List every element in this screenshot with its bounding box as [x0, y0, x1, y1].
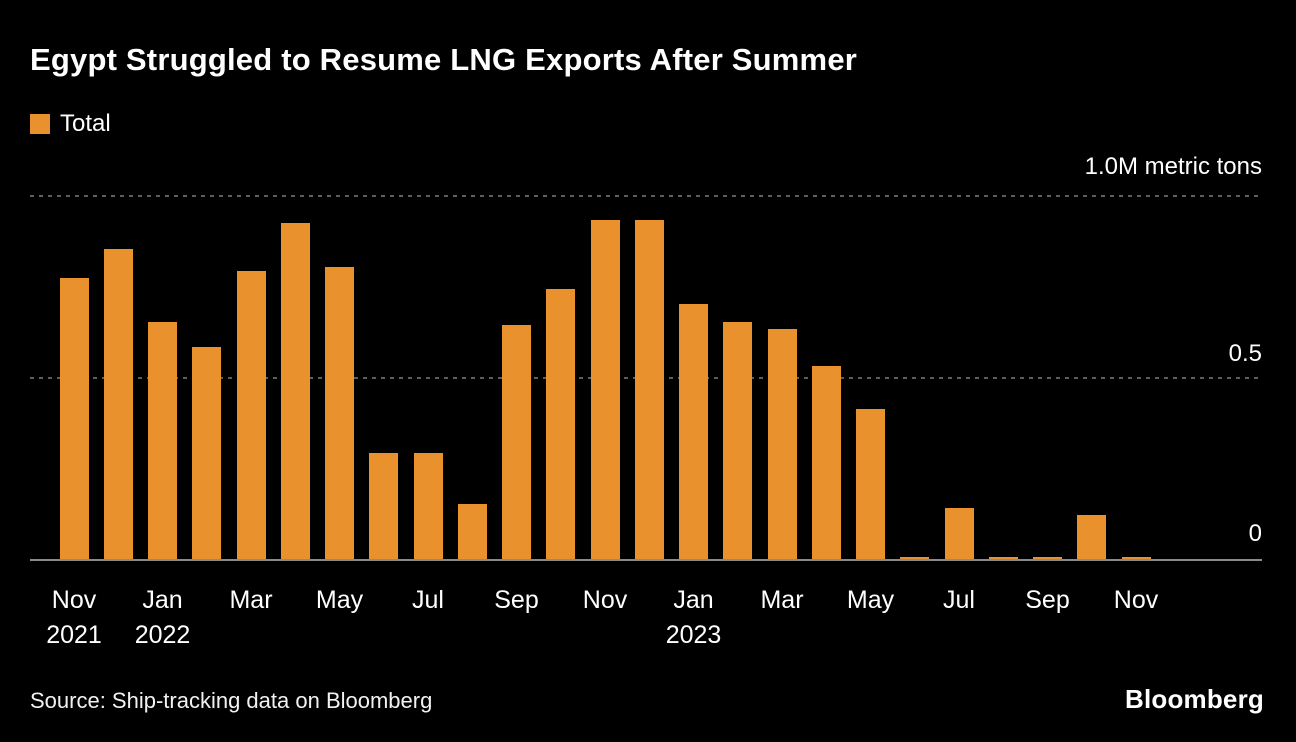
bar-mar-2022: [236, 271, 266, 559]
bar-jun-2023: [900, 557, 930, 559]
y-tick-0: 0: [1248, 520, 1262, 547]
x-axis: Nov 2021 Jan 2022 Mar May Jul Sep Nov Jan 2023 Mar M…: [30, 583, 1262, 663]
bar-nov-2023: [1121, 557, 1151, 559]
bar-jan-2022: [148, 322, 177, 559]
bar-sep-2022: [502, 325, 531, 559]
bar-aug-2023: [988, 557, 1018, 559]
bar-aug-2022: [457, 504, 487, 559]
bloomberg-logo: Bloomberg: [1124, 684, 1264, 714]
x-tick-jul: Jul: [412, 586, 444, 614]
y-axis-unit-label: 1.0M metric tons: [1084, 153, 1262, 180]
bar-mar-2023: [767, 329, 797, 559]
bar-apr-2023: [811, 366, 841, 559]
legend-label-total: Total: [60, 110, 111, 137]
bar-dec-2022: [634, 220, 664, 559]
y-tick-0-5: 0.5: [1228, 340, 1262, 367]
x-tick-jul: Jul: [943, 586, 975, 614]
x-tick-mar: Mar: [229, 586, 273, 614]
bar-sep-2023: [1033, 557, 1062, 559]
x-tick-jan-2022: Jan 2022: [134, 586, 191, 649]
bar-nov-2021: [59, 278, 89, 559]
bar-jul-2022: [413, 453, 443, 559]
bar-feb-2022: [192, 347, 222, 559]
source-text: Source: Ship-tracking data on Bloomberg: [30, 688, 433, 713]
x-tick-jan-2023: Jan 2023: [665, 586, 722, 649]
legend-swatch-total: [30, 114, 50, 134]
bar-dec-2021: [103, 249, 133, 559]
bar-may-2023: [856, 409, 885, 559]
x-tick-nov-2021: Nov 2021: [46, 586, 102, 649]
bar-jul-2023: [944, 508, 974, 559]
page-title: Egypt Struggled to Resume LNG Exports Af…: [30, 42, 858, 77]
bar-feb-2023: [723, 322, 753, 559]
bar-jun-2022: [369, 453, 399, 559]
x-tick-nov: Nov: [1113, 586, 1159, 614]
bar-jan-2023: [679, 304, 708, 559]
bar-oct-2023: [1077, 515, 1107, 559]
bar-may-2022: [325, 267, 354, 559]
x-tick-nov: Nov: [582, 586, 628, 614]
gridline-1-0: [30, 195, 1262, 197]
x-tick-sep: Sep: [494, 586, 539, 614]
bar-apr-2022: [280, 223, 310, 559]
x-tick-sep: Sep: [1025, 586, 1070, 614]
x-tick-may: May: [846, 586, 895, 614]
legend: Total: [30, 110, 111, 138]
bar-nov-2022: [590, 220, 620, 559]
x-tick-may: May: [315, 586, 364, 614]
bar-oct-2022: [546, 289, 576, 559]
plot-area: [30, 196, 1262, 561]
x-tick-mar: Mar: [760, 586, 804, 614]
